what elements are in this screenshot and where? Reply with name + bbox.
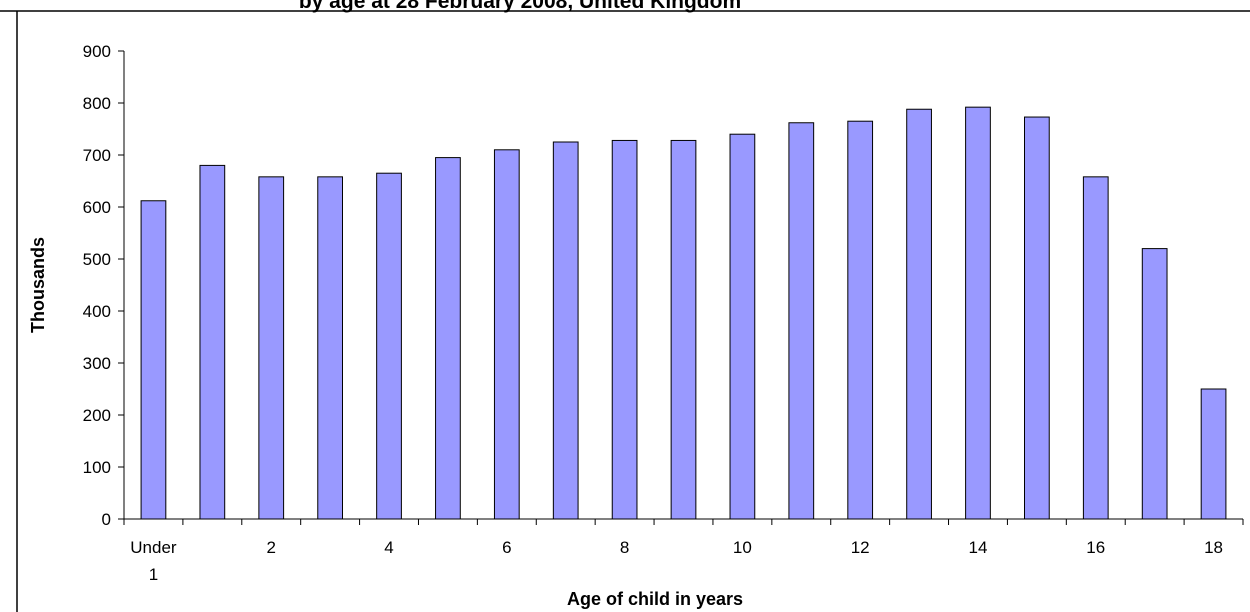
bar [788,122,815,520]
y-tick-label: 700 [83,146,111,165]
bar [611,139,638,520]
bar [140,200,167,520]
x-tick-label: 10 [733,538,752,557]
x-tick-label: 4 [384,538,393,557]
x-axis-title: Age of child in years [567,589,743,609]
bar [258,176,285,520]
y-tick-label: 300 [83,354,111,373]
bar [376,172,402,520]
x-tick-label: 2 [267,538,276,557]
bar [965,106,991,520]
y-tick-label: 800 [83,94,111,113]
y-tick-label: 0 [102,510,111,529]
x-tick-label: Under [130,538,177,557]
bar [847,120,874,520]
bar [1141,248,1168,520]
bar [199,164,226,520]
y-tick-label: 200 [83,406,111,425]
bar [1200,388,1227,520]
x-tick-label: 18 [1204,538,1223,557]
bar [906,108,932,520]
x-tick-label: 12 [851,538,870,557]
bar [493,149,520,520]
y-tick-label: 500 [83,250,111,269]
bar [317,176,343,520]
bars-group [140,106,1227,520]
x-tick-label: 16 [1086,538,1105,557]
x-tick-label: 8 [620,538,629,557]
bar [435,157,461,520]
bar [552,141,579,520]
bar [670,139,697,520]
x-tick-label: 14 [969,538,988,557]
y-tick-label: 900 [83,42,111,61]
y-tick-label: 100 [83,458,111,477]
y-tick-label: 400 [83,302,111,321]
bar [1082,176,1109,520]
bar [1024,116,1050,520]
y-tick-label: 600 [83,198,111,217]
y-axis-title: Thousands [28,237,48,333]
chart-title: by age at 28 February 2008, United Kingd… [299,0,741,13]
x-tick-label: 1 [149,565,158,584]
x-tick-label: 6 [502,538,511,557]
y-axis-ticks: 0 100 200 300 400 500 600 700 800 900 [83,42,124,529]
bar [729,133,756,520]
